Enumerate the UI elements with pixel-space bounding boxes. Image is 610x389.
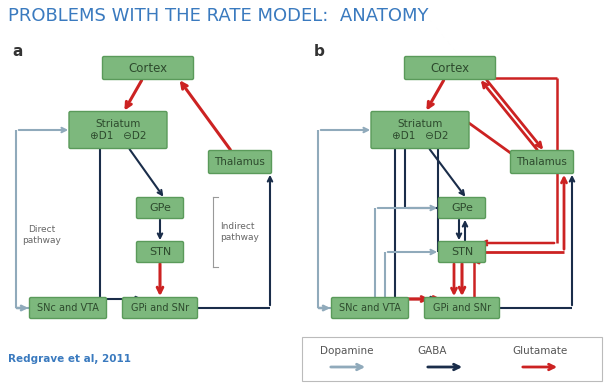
FancyBboxPatch shape <box>302 337 602 381</box>
Text: Striatum
⊕D1   ⊖D2: Striatum ⊕D1 ⊖D2 <box>392 119 448 141</box>
FancyBboxPatch shape <box>137 198 184 219</box>
Text: Glutamate: Glutamate <box>512 346 567 356</box>
FancyBboxPatch shape <box>371 112 469 149</box>
Text: Indirect
pathway: Indirect pathway <box>220 222 259 242</box>
FancyBboxPatch shape <box>137 242 184 263</box>
Text: GPe: GPe <box>451 203 473 213</box>
Text: b: b <box>314 44 325 59</box>
Text: Cortex: Cortex <box>431 61 470 75</box>
Text: Thalamus: Thalamus <box>215 157 265 167</box>
FancyBboxPatch shape <box>425 298 500 319</box>
Text: Cortex: Cortex <box>129 61 168 75</box>
FancyBboxPatch shape <box>331 298 409 319</box>
Text: Dopamine: Dopamine <box>320 346 373 356</box>
FancyBboxPatch shape <box>29 298 107 319</box>
Text: GABA: GABA <box>417 346 447 356</box>
Text: STN: STN <box>149 247 171 257</box>
FancyBboxPatch shape <box>209 151 271 173</box>
FancyBboxPatch shape <box>123 298 198 319</box>
Text: Redgrave et al, 2011: Redgrave et al, 2011 <box>8 354 131 364</box>
Text: Striatum
⊕D1   ⊖D2: Striatum ⊕D1 ⊖D2 <box>90 119 146 141</box>
Text: Direct
pathway: Direct pathway <box>23 225 62 245</box>
FancyBboxPatch shape <box>439 242 486 263</box>
Text: GPi and SNr: GPi and SNr <box>131 303 189 313</box>
Text: SNc and VTA: SNc and VTA <box>37 303 99 313</box>
Text: Thalamus: Thalamus <box>517 157 567 167</box>
Text: GPi and SNr: GPi and SNr <box>433 303 491 313</box>
Text: a: a <box>12 44 23 59</box>
Text: PROBLEMS WITH THE RATE MODEL:  ANATOMY: PROBLEMS WITH THE RATE MODEL: ANATOMY <box>8 7 428 25</box>
Text: GPe: GPe <box>149 203 171 213</box>
Text: STN: STN <box>451 247 473 257</box>
FancyBboxPatch shape <box>511 151 573 173</box>
Text: SNc and VTA: SNc and VTA <box>339 303 401 313</box>
FancyBboxPatch shape <box>102 56 193 79</box>
FancyBboxPatch shape <box>404 56 495 79</box>
FancyBboxPatch shape <box>439 198 486 219</box>
FancyBboxPatch shape <box>69 112 167 149</box>
